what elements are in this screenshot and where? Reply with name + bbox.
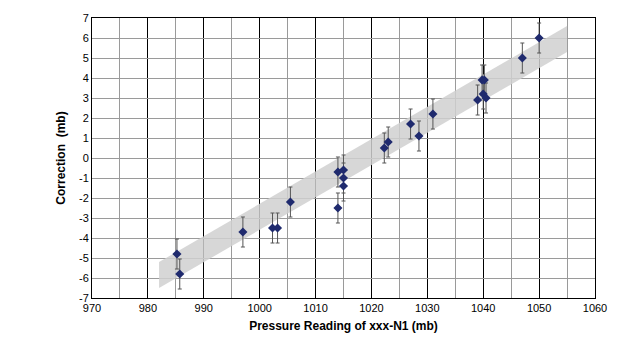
svg-text:Correction (mb): Correction (mb): [54, 111, 68, 204]
svg-text:Pressure Reading of xxx-N1 (mb: Pressure Reading of xxx-N1 (mb): [249, 319, 438, 333]
svg-text:-3: -3: [79, 212, 89, 224]
svg-text:1050: 1050: [527, 302, 551, 314]
svg-text:980: 980: [139, 302, 157, 314]
svg-text:4: 4: [83, 72, 89, 84]
svg-text:990: 990: [195, 302, 213, 314]
svg-text:-6: -6: [79, 272, 89, 284]
svg-text:970: 970: [83, 302, 101, 314]
svg-text:1000: 1000: [247, 302, 271, 314]
svg-text:1010: 1010: [303, 302, 327, 314]
svg-text:3: 3: [83, 92, 89, 104]
svg-text:-1: -1: [79, 172, 89, 184]
svg-text:7: 7: [83, 12, 89, 24]
svg-text:-5: -5: [79, 252, 89, 264]
svg-text:-4: -4: [79, 232, 89, 244]
svg-text:2: 2: [83, 112, 89, 124]
svg-text:5: 5: [83, 52, 89, 64]
svg-text:6: 6: [83, 32, 89, 44]
svg-text:-2: -2: [79, 192, 89, 204]
svg-text:1030: 1030: [415, 302, 439, 314]
svg-text:1040: 1040: [471, 302, 495, 314]
svg-text:-7: -7: [79, 292, 89, 304]
svg-text:1020: 1020: [359, 302, 383, 314]
svg-text:1: 1: [83, 132, 89, 144]
svg-text:1060: 1060: [583, 302, 607, 314]
svg-text:0: 0: [83, 152, 89, 164]
